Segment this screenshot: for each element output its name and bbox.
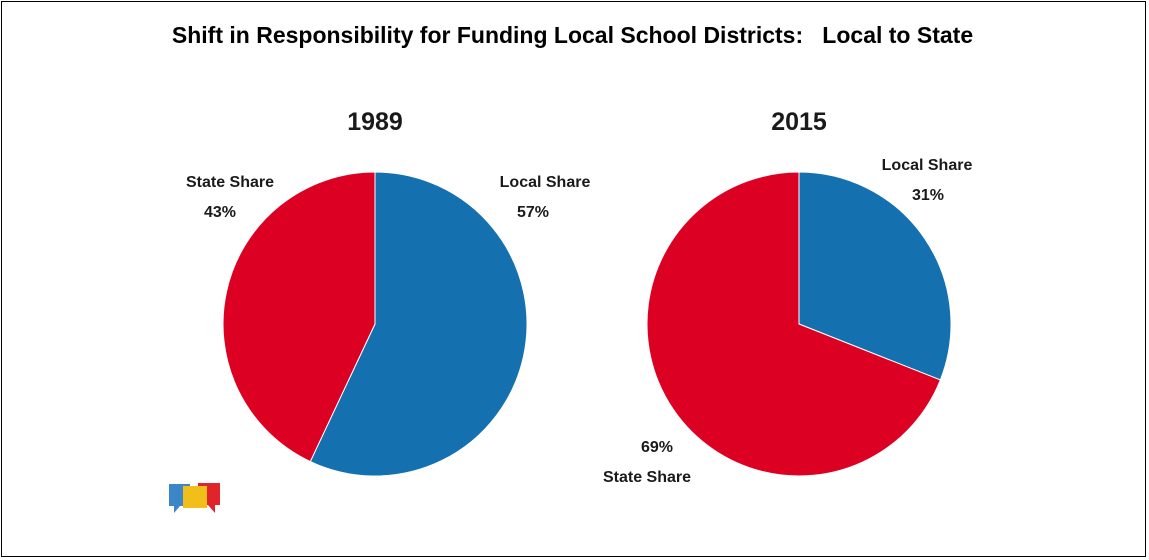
slice-label-local-share-2015: Local Share <box>882 157 973 174</box>
slice-label-state-share-1989: State Share <box>186 174 274 191</box>
logo-yellow-block-icon <box>183 486 207 508</box>
slice-label-state-share-2015: State Share <box>603 469 691 486</box>
pie-slice-state-share-2015 <box>646 171 941 477</box>
slice-value-state-share-2015: 69% <box>641 439 673 456</box>
pie-slice-local-share-2015 <box>798 171 952 381</box>
pie-slice-local-share-1989 <box>309 171 528 477</box>
speech-bubbles-logo-icon <box>169 483 220 513</box>
slice-value-state-share-1989: 43% <box>204 204 236 221</box>
slice-value-local-share-1989: 57% <box>517 204 549 221</box>
pie-title-2015: 2015 <box>771 108 827 136</box>
pie-chart-2015: 2015 Local Share 31% State Share 69% <box>603 108 972 486</box>
chart-title: Shift in Responsibility for Funding Loca… <box>171 22 974 48</box>
pie-title-1989: 1989 <box>347 108 403 136</box>
slice-value-local-share-2015: 31% <box>912 187 944 204</box>
slice-label-local-share-1989: Local Share <box>500 174 591 191</box>
pie-slice-state-share-1989 <box>222 171 376 463</box>
pie-chart-1989: 1989 Local Share 57% State Share 43% <box>186 108 591 477</box>
